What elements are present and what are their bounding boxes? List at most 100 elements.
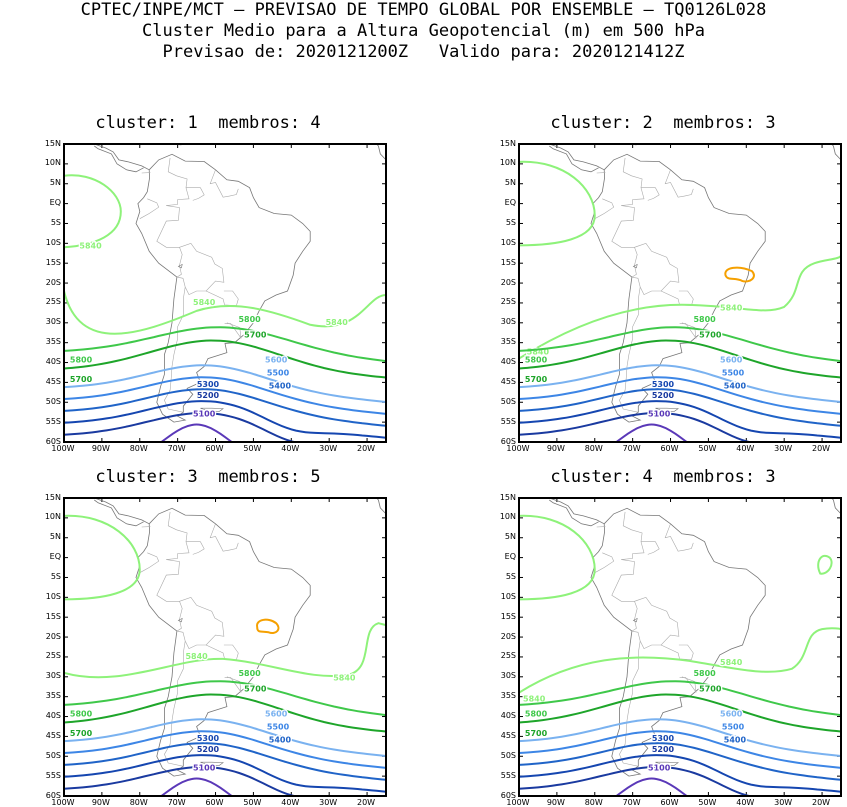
lat-tick-label: 35S [31, 337, 61, 346]
contour-label: 5300 [652, 734, 675, 743]
contour-label: 5500 [267, 722, 290, 731]
country-border [661, 291, 693, 306]
contour-label: 5800 [238, 315, 261, 324]
lat-tick-label: 5N [486, 532, 516, 541]
contour-label: 5500 [722, 368, 745, 377]
contour-label: 5700 [70, 729, 93, 738]
island [178, 264, 182, 268]
lat-tick-label: 5N [31, 178, 61, 187]
lat-tick-label: 10S [31, 238, 61, 247]
lat-tick-label: 25S [486, 297, 516, 306]
lat-tick-label: EQ [31, 198, 61, 207]
lat-tick-label: 15N [31, 139, 61, 148]
contour-label: 5400 [724, 382, 747, 391]
contour-label: 5700 [525, 375, 548, 384]
lat-tick-label: 10S [31, 592, 61, 601]
country-border [225, 323, 241, 338]
lat-tick-label: 50S [486, 397, 516, 406]
lat-tick-label: 15S [486, 258, 516, 267]
contour-5840 [64, 623, 386, 677]
lat-tick-label: 5S [486, 572, 516, 581]
lat-tick-label: 40S [31, 711, 61, 720]
lat-tick-label: 20S [31, 278, 61, 287]
lat-tick-label: 55S [486, 771, 516, 780]
contour-label: 5800 [693, 315, 716, 324]
cluster-label: cluster: 3 [95, 467, 197, 487]
lat-tick-label: 50S [31, 397, 61, 406]
contour-5840-small [818, 556, 831, 574]
contour-label: 5600 [265, 709, 288, 718]
coastline [832, 144, 842, 166]
lat-tick-label: 5S [31, 572, 61, 581]
contour-label: 5840 [333, 674, 356, 683]
lat-tick-label: 20S [31, 632, 61, 641]
panel-title: cluster: 3 membros: 5 [38, 467, 378, 487]
lat-tick-label: 15N [486, 139, 516, 148]
lat-tick-label: 45S [31, 731, 61, 740]
lat-tick-label: 35S [486, 337, 516, 346]
contour-label: 5600 [265, 355, 288, 364]
country-border [595, 553, 614, 573]
lat-tick-label: 40S [486, 711, 516, 720]
lat-tick-label: 5S [486, 218, 516, 227]
lat-tick-label: 35S [31, 691, 61, 700]
country-border [166, 512, 189, 560]
island [633, 618, 637, 622]
lat-tick-label: 15N [486, 493, 516, 502]
contour-label: 5400 [269, 736, 292, 745]
contour-label: 5200 [197, 745, 220, 754]
lon-tick-label: 20W [351, 444, 381, 453]
high-pressure-contour [725, 268, 754, 282]
country-border [680, 323, 696, 338]
lat-tick-label: 30S [486, 671, 516, 680]
country-border [166, 158, 189, 206]
contour-label: 5600 [720, 709, 743, 718]
cluster-label: cluster: 2 [550, 113, 652, 133]
country-border [230, 189, 239, 196]
contour-label: 5800 [525, 355, 548, 364]
contour-5840 [519, 516, 595, 600]
lat-tick-label: 45S [486, 731, 516, 740]
contour-label: 5100 [648, 409, 671, 418]
contour-label: 5400 [724, 736, 747, 745]
lat-tick-label: 55S [31, 771, 61, 780]
coastline [549, 498, 604, 524]
lon-tick-label: 30W [313, 444, 343, 453]
country-border [685, 543, 694, 550]
lat-tick-label: 10S [486, 238, 516, 247]
members-label: membros: 4 [218, 113, 320, 133]
coastline [94, 146, 143, 172]
panel-title: cluster: 1 membros: 4 [38, 113, 378, 133]
lat-tick-label: EQ [486, 552, 516, 561]
lon-tick-label: 50W [237, 444, 267, 453]
lat-tick-label: 15N [31, 493, 61, 502]
contour-label: 5100 [193, 409, 216, 418]
lat-tick-label: 35S [486, 691, 516, 700]
lat-tick-label: 10N [31, 158, 61, 167]
country-border [230, 543, 239, 550]
lat-tick-label: 10S [486, 592, 516, 601]
country-border [177, 243, 224, 294]
panel-title: cluster: 2 membros: 3 [493, 113, 833, 133]
lon-tick-label: 90W [86, 444, 116, 453]
header-line-3: Previsao de: 2020121200Z Valido para: 20… [0, 42, 847, 62]
lat-tick-label: 15S [31, 612, 61, 621]
country-border [632, 243, 679, 294]
header-line-1: CPTEC/INPE/MCT — PREVISAO DE TEMPO GLOBA… [0, 0, 847, 20]
island [178, 618, 182, 622]
lon-tick-label: 70W [617, 444, 647, 453]
lat-tick-label: 10N [31, 512, 61, 521]
header-line-2: Cluster Medio para a Altura Geopotencial… [0, 21, 847, 41]
members-label: membros: 5 [218, 467, 320, 487]
coastline [832, 498, 842, 520]
lat-tick-label: 50S [486, 751, 516, 760]
contour-5840 [519, 255, 841, 358]
lon-tick-label: 90W [541, 444, 571, 453]
coastline [377, 498, 387, 520]
contour-label: 5700 [525, 729, 548, 738]
lon-tick-label: 20W [806, 444, 836, 453]
